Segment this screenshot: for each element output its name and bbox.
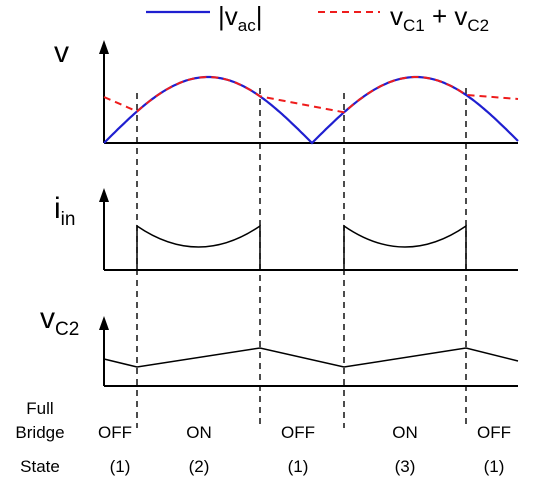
panel-current-label: iin bbox=[54, 192, 75, 230]
vc2-waveform bbox=[103, 347, 519, 368]
legend-vsum-label: vC1 + vC2 bbox=[390, 1, 489, 35]
row-header-line3: State bbox=[20, 457, 60, 476]
y-axis-arrow bbox=[99, 188, 109, 202]
transition-guides bbox=[136, 88, 467, 428]
mode-label: (1) bbox=[110, 457, 131, 476]
y-axis-arrow bbox=[99, 40, 109, 54]
vac-waveform bbox=[103, 75, 519, 145]
state-label: OFF bbox=[281, 423, 315, 442]
vc1-plus-vc2-waveform bbox=[103, 76, 519, 114]
state-label: ON bbox=[186, 423, 212, 442]
state-label: OFF bbox=[98, 423, 132, 442]
iin-pulse bbox=[343, 224, 467, 270]
legend: |vac| vC1 + vC2 bbox=[146, 1, 489, 35]
mode-label: (2) bbox=[189, 457, 210, 476]
panel-vc2-label: vC2 bbox=[40, 302, 79, 340]
panel-vc2: vC2 bbox=[40, 302, 519, 387]
mode-label: (3) bbox=[395, 457, 416, 476]
y-axis-arrow bbox=[99, 316, 109, 330]
state-label: OFF bbox=[477, 423, 511, 442]
legend-vac-label: |vac| bbox=[218, 1, 263, 35]
panel-current: iin bbox=[54, 188, 518, 271]
mode-label: (1) bbox=[484, 457, 505, 476]
row-header-line1: Full bbox=[26, 399, 53, 418]
iin-pulse bbox=[136, 224, 261, 270]
row-header-line2: Bridge bbox=[15, 423, 64, 442]
state-label: ON bbox=[392, 423, 418, 442]
mode-label: (1) bbox=[288, 457, 309, 476]
panel-voltage: v bbox=[54, 36, 519, 145]
panel-voltage-label: v bbox=[54, 36, 69, 69]
state-table: Full Bridge State OFF ON OFF ON OFF (1) … bbox=[15, 399, 511, 476]
